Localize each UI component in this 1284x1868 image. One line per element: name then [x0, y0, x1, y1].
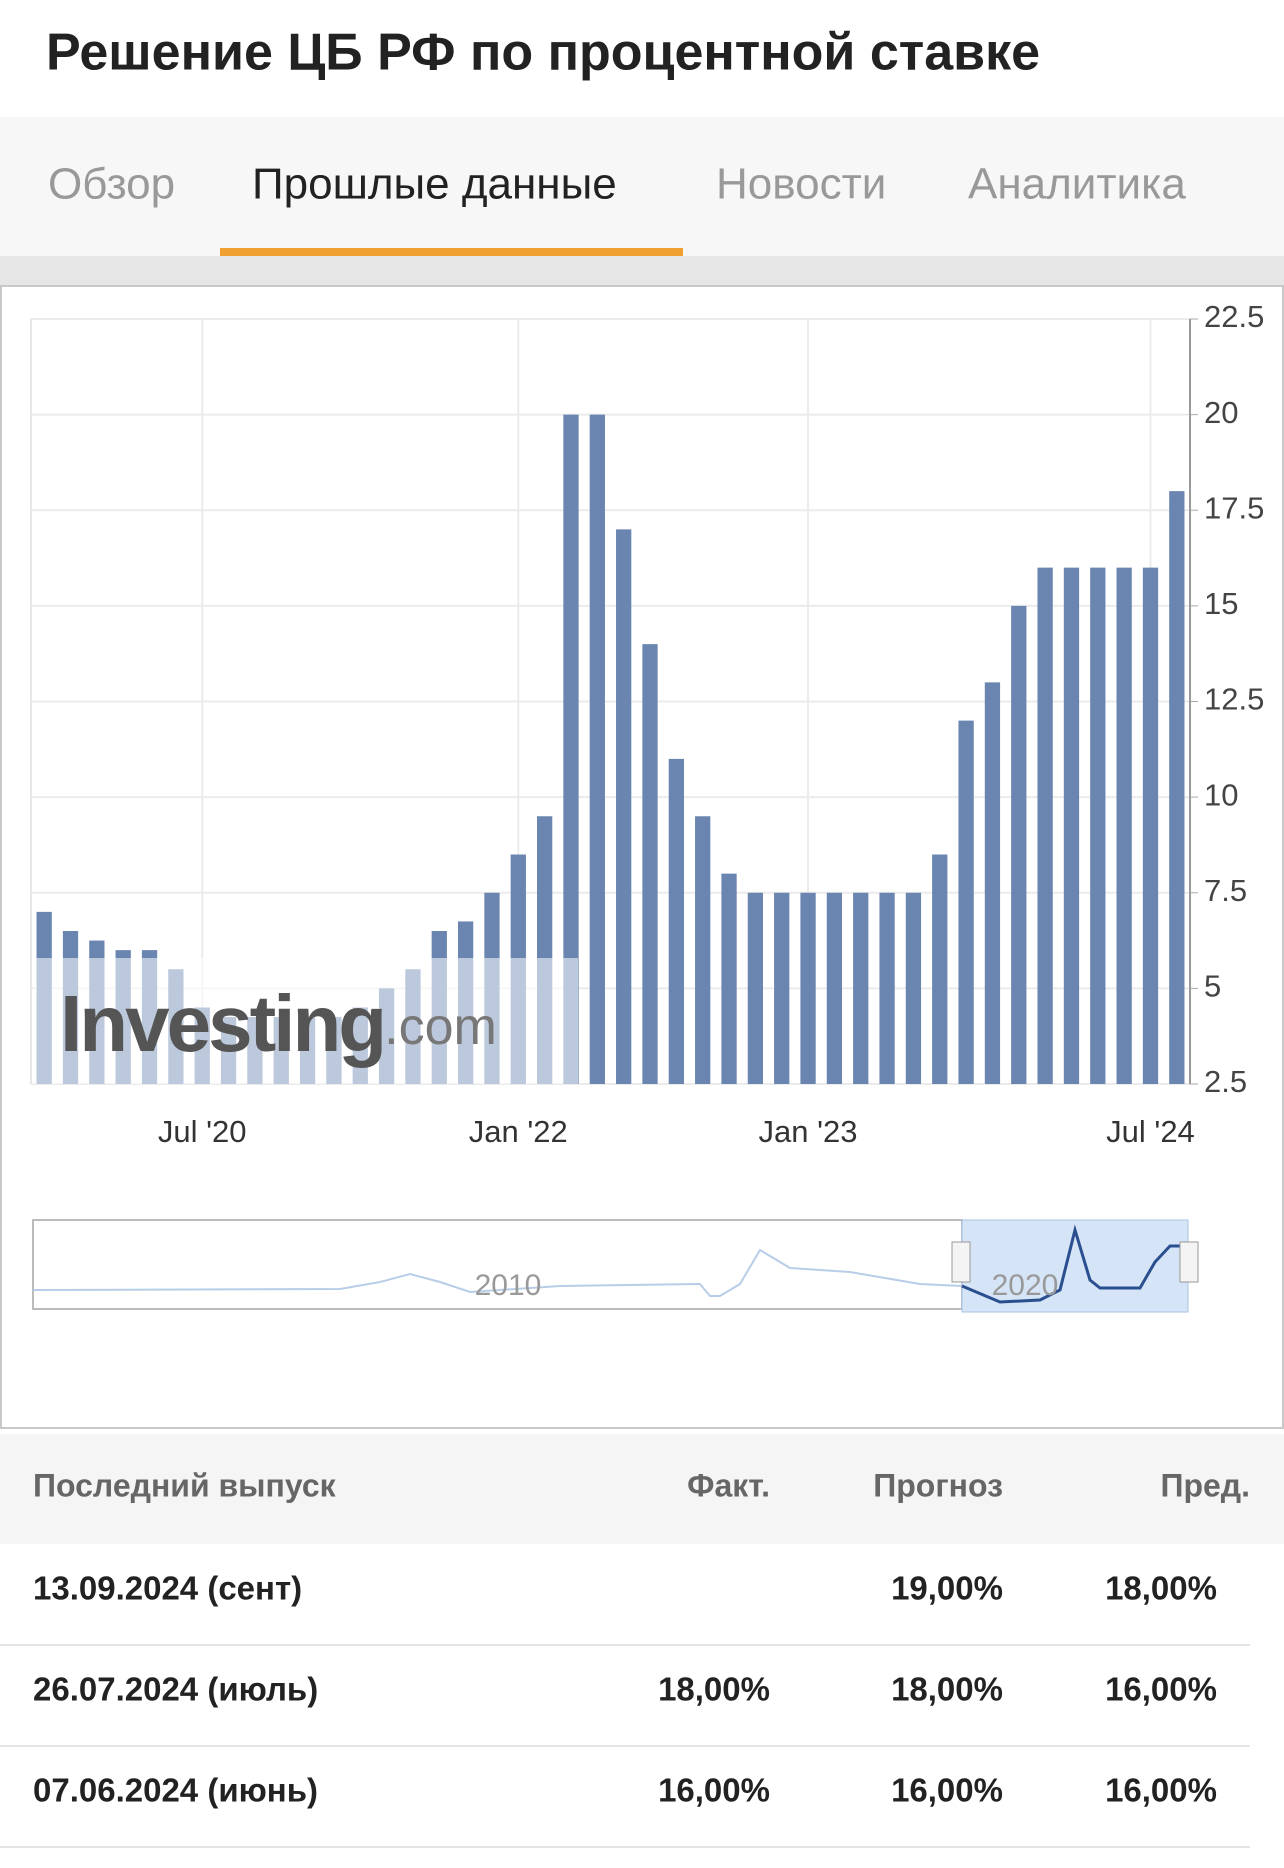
bar — [826, 892, 843, 1084]
table-header: Прогноз — [873, 1467, 1003, 1503]
watermark: Investing.com — [60, 979, 497, 1068]
nav-line-selected — [961, 1224, 1188, 1304]
x-tick-label: Jan '22 — [469, 1114, 568, 1149]
table: Последний выпуск Факт. Прогноз Пред. 13.09.2… — [0, 1467, 1250, 1848]
page-title: Решение ЦБ РФ по процентной ставке — [46, 24, 1040, 82]
table-header: Факт. — [687, 1467, 770, 1503]
tab-bar — [0, 117, 1284, 256]
bar — [1011, 605, 1027, 1084]
bar — [747, 892, 764, 1084]
bar — [1037, 567, 1053, 1084]
bar — [589, 414, 605, 1084]
watermark-word: Investing — [60, 979, 384, 1068]
bar — [958, 720, 974, 1084]
table-cell: 18,00% — [891, 1671, 1003, 1708]
table-header: Пред. — [1160, 1467, 1250, 1503]
bar — [563, 414, 579, 1084]
plot: 2.5 5 7.5 10 12.5 15 17.5 20 22.5 Jul '20 Jan '22 J… — [30, 299, 1264, 1149]
y-tick-label: 17.5 — [1204, 490, 1264, 525]
y-tick-label: 5 — [1204, 969, 1221, 1004]
bar — [668, 758, 684, 1084]
x-tick-label: Jul '20 — [158, 1114, 247, 1149]
y-tick-label: 20 — [1204, 395, 1238, 430]
bar — [774, 892, 790, 1084]
navigator: 2010 2020 — [32, 1219, 1199, 1313]
y-tick-label: 15 — [1204, 586, 1238, 621]
y-tick-label: 7.5 — [1204, 873, 1247, 908]
table-cell: 18,00% — [1105, 1570, 1217, 1607]
watermark-bg — [33, 958, 578, 1084]
bar — [879, 892, 895, 1084]
table-cell: 16,00% — [658, 1772, 770, 1809]
bar — [616, 529, 632, 1084]
tab[interactable]: Обзор — [48, 160, 175, 209]
table-cell: 18,00% — [658, 1671, 770, 1708]
table-cell: 13.09.2024 (сент) — [33, 1570, 302, 1607]
nav-line — [32, 1248, 963, 1297]
bar — [721, 873, 737, 1084]
separator — [0, 256, 1284, 286]
x-tick-label: Jul '24 — [1106, 1114, 1195, 1149]
tab-active[interactable]: Прошлые данные — [252, 160, 617, 209]
y-tick-label: 2.5 — [1204, 1064, 1247, 1099]
watermark-suffix: .com — [384, 998, 497, 1056]
bar — [1116, 567, 1132, 1084]
table-cell: 26.07.2024 (июль) — [33, 1671, 318, 1708]
bar — [1142, 567, 1159, 1084]
table-cell: 19,00% — [891, 1570, 1003, 1607]
bar — [1063, 567, 1080, 1084]
table-cell: 16,00% — [1105, 1671, 1217, 1708]
nav-frame — [32, 1219, 963, 1310]
bar — [800, 892, 816, 1084]
nav-label: 2010 — [475, 1269, 542, 1302]
bar — [984, 682, 1001, 1084]
y-tick-label: 10 — [1204, 777, 1238, 812]
bar — [853, 892, 869, 1084]
table-header-bg — [0, 1434, 1284, 1544]
nav-handle[interactable] — [951, 1241, 971, 1283]
tab[interactable]: Аналитика — [968, 160, 1186, 209]
bar — [642, 644, 658, 1084]
bar — [905, 892, 922, 1084]
table-cell: 07.06.2024 (июнь) — [33, 1772, 318, 1809]
y-tick-label: 12.5 — [1204, 682, 1264, 717]
bar — [1169, 491, 1185, 1084]
x-tick-label: Jan '23 — [759, 1114, 858, 1149]
table-cell: 16,00% — [891, 1772, 1003, 1809]
tab-underline — [220, 248, 683, 256]
bar — [1090, 567, 1106, 1084]
table-cell: 16,00% — [1105, 1772, 1217, 1809]
y-tick-label: 22.5 — [1204, 299, 1264, 334]
bar — [695, 816, 711, 1084]
table-header: Последний выпуск — [33, 1467, 337, 1503]
bar — [932, 854, 948, 1084]
tab[interactable]: Новости — [716, 160, 886, 209]
nav-label: 2020 — [992, 1269, 1059, 1302]
nav-handle[interactable] — [1179, 1241, 1199, 1283]
